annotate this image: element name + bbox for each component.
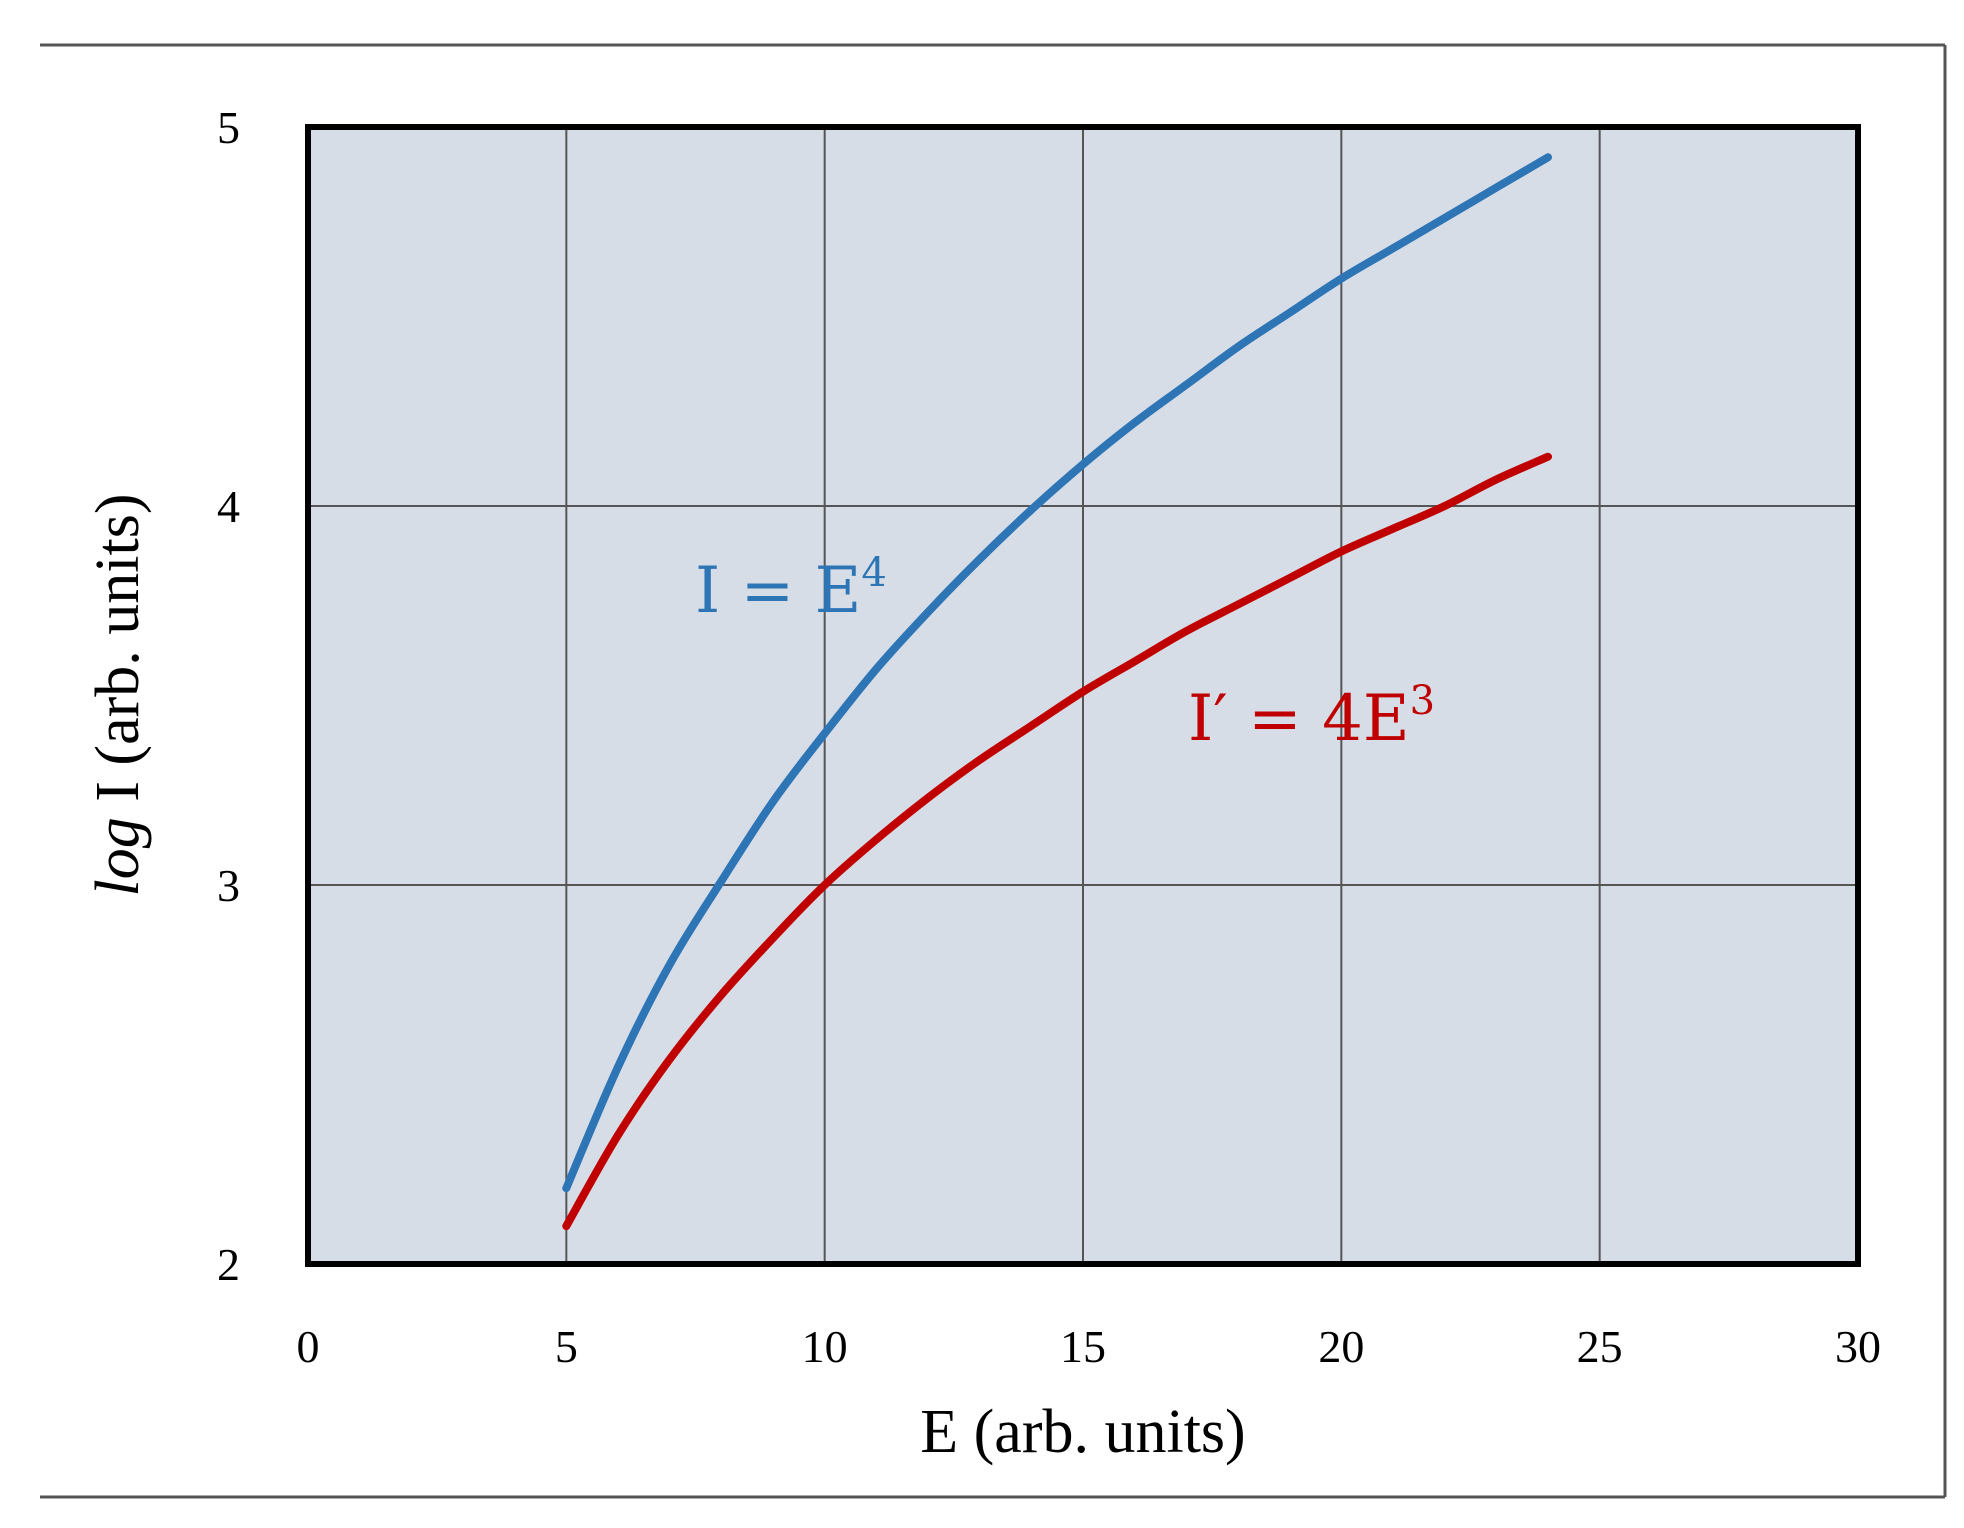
x-tick-label: 5: [555, 1321, 578, 1372]
series-label-blue: I = E4: [695, 550, 887, 628]
x-tick-label: 20: [1318, 1321, 1364, 1372]
series-layer: [562, 153, 1552, 1231]
series-label-red-exponent: 3: [1410, 678, 1435, 724]
x-tick-label: 15: [1060, 1321, 1106, 1372]
y-axis-title: log I (arb. units): [84, 494, 152, 897]
series-line-red: [562, 452, 1552, 1231]
x-axis-title: E (arb. units): [920, 1398, 1245, 1466]
x-tick-label: 25: [1577, 1321, 1623, 1372]
series-label-red: I′ = 4E3: [1188, 678, 1435, 756]
y-tick-label: 5: [217, 102, 240, 153]
series-line-blue: [562, 153, 1552, 1193]
series-label-blue-main: I = E: [695, 554, 861, 628]
series-label-red-main: I′ = 4E: [1188, 682, 1410, 756]
y-tick-label: 3: [217, 860, 240, 911]
x-tick-label: 30: [1835, 1321, 1881, 1372]
series-label-blue-exponent: 4: [861, 550, 886, 596]
x-tick-labels: 0 5 10 15 20 25 30: [297, 1321, 1882, 1372]
y-tick-label: 4: [217, 481, 240, 532]
y-axis-title-rest: I (arb. units): [84, 494, 152, 818]
y-tick-label: 2: [217, 1239, 240, 1290]
plot-frame: [305, 124, 1861, 1267]
x-tick-label: 0: [297, 1321, 320, 1372]
x-tick-label: 10: [802, 1321, 848, 1372]
y-axis-title-log: log: [84, 817, 152, 896]
y-tick-labels: 2 3 4 5: [217, 102, 240, 1290]
